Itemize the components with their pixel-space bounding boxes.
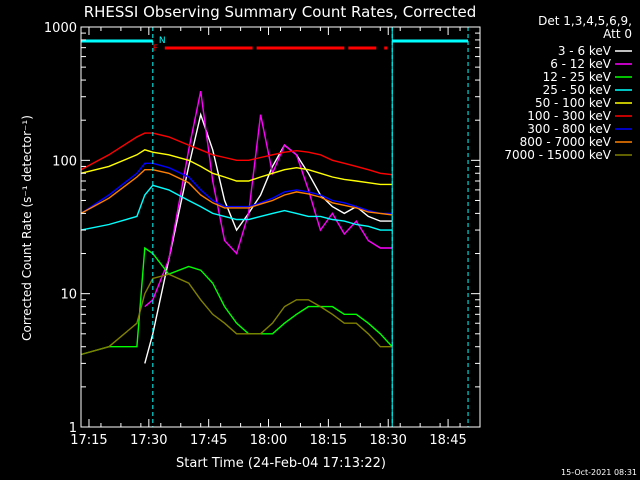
x-tick-label-3: 18:00 (250, 433, 287, 448)
series-line-5 (80, 132, 393, 176)
vertical-markers (152, 27, 469, 427)
legend-label-2: 12 - 25 keV (543, 70, 612, 84)
flag-bars: NF (81, 36, 469, 54)
legend-header-line-1: Det 1,3,4,5,6,9, (538, 14, 632, 28)
x-tick-label-2: 17:45 (190, 433, 227, 448)
series-line-0 (144, 112, 393, 364)
series-line-6 (80, 162, 393, 215)
footer-timestamp: 15-Oct-2021 08:31 (561, 468, 637, 477)
legend-label-4: 50 - 100 keV (535, 96, 612, 110)
legend-label-3: 25 - 50 keV (543, 83, 612, 97)
chart-title: RHESSI Observing Summary Count Rates, Co… (84, 3, 477, 21)
legend-label-6: 300 - 800 keV (527, 122, 611, 136)
y-tick-label-2: 100 (52, 154, 77, 169)
legend-header-line-2: Att 0 (603, 27, 632, 41)
series-line-3 (80, 184, 393, 231)
axes-ticks: 17:15 17:30 17:45 18:00 18:15 18:30 18:45 1 10 10… (44, 21, 481, 448)
night-flag-label: N (159, 36, 166, 46)
legend-label-7: 800 - 7000 keV (520, 135, 612, 149)
series-line-4 (80, 149, 393, 186)
series-line-7 (80, 169, 393, 216)
x-tick-label-6: 18:45 (429, 433, 466, 448)
y-tick-label-0: 1 (69, 421, 77, 436)
y-axis-label: Corrected Count Rate (s⁻¹ detector⁻¹) (20, 115, 34, 341)
x-tick-label-0: 17:15 (70, 433, 107, 448)
y-tick-label-3: 1000 (44, 21, 77, 36)
legend-label-1: 6 - 12 keV (550, 57, 612, 71)
legend-label-8: 7000 - 15000 keV (504, 148, 611, 162)
x-tick-label-5: 18:30 (369, 433, 406, 448)
x-tick-label-1: 17:30 (130, 433, 167, 448)
legend-label-5: 100 - 300 keV (527, 109, 611, 123)
series-layer (80, 91, 393, 364)
y-tick-label-1: 10 (60, 288, 77, 303)
x-axis-label: Start Time (24-Feb-04 17:13:22) (176, 456, 386, 471)
series-line-8 (80, 273, 393, 356)
legend-label-0: 3 - 6 keV (558, 44, 612, 58)
x-tick-label-4: 18:15 (310, 433, 347, 448)
flare-flag-label: F (153, 44, 158, 54)
